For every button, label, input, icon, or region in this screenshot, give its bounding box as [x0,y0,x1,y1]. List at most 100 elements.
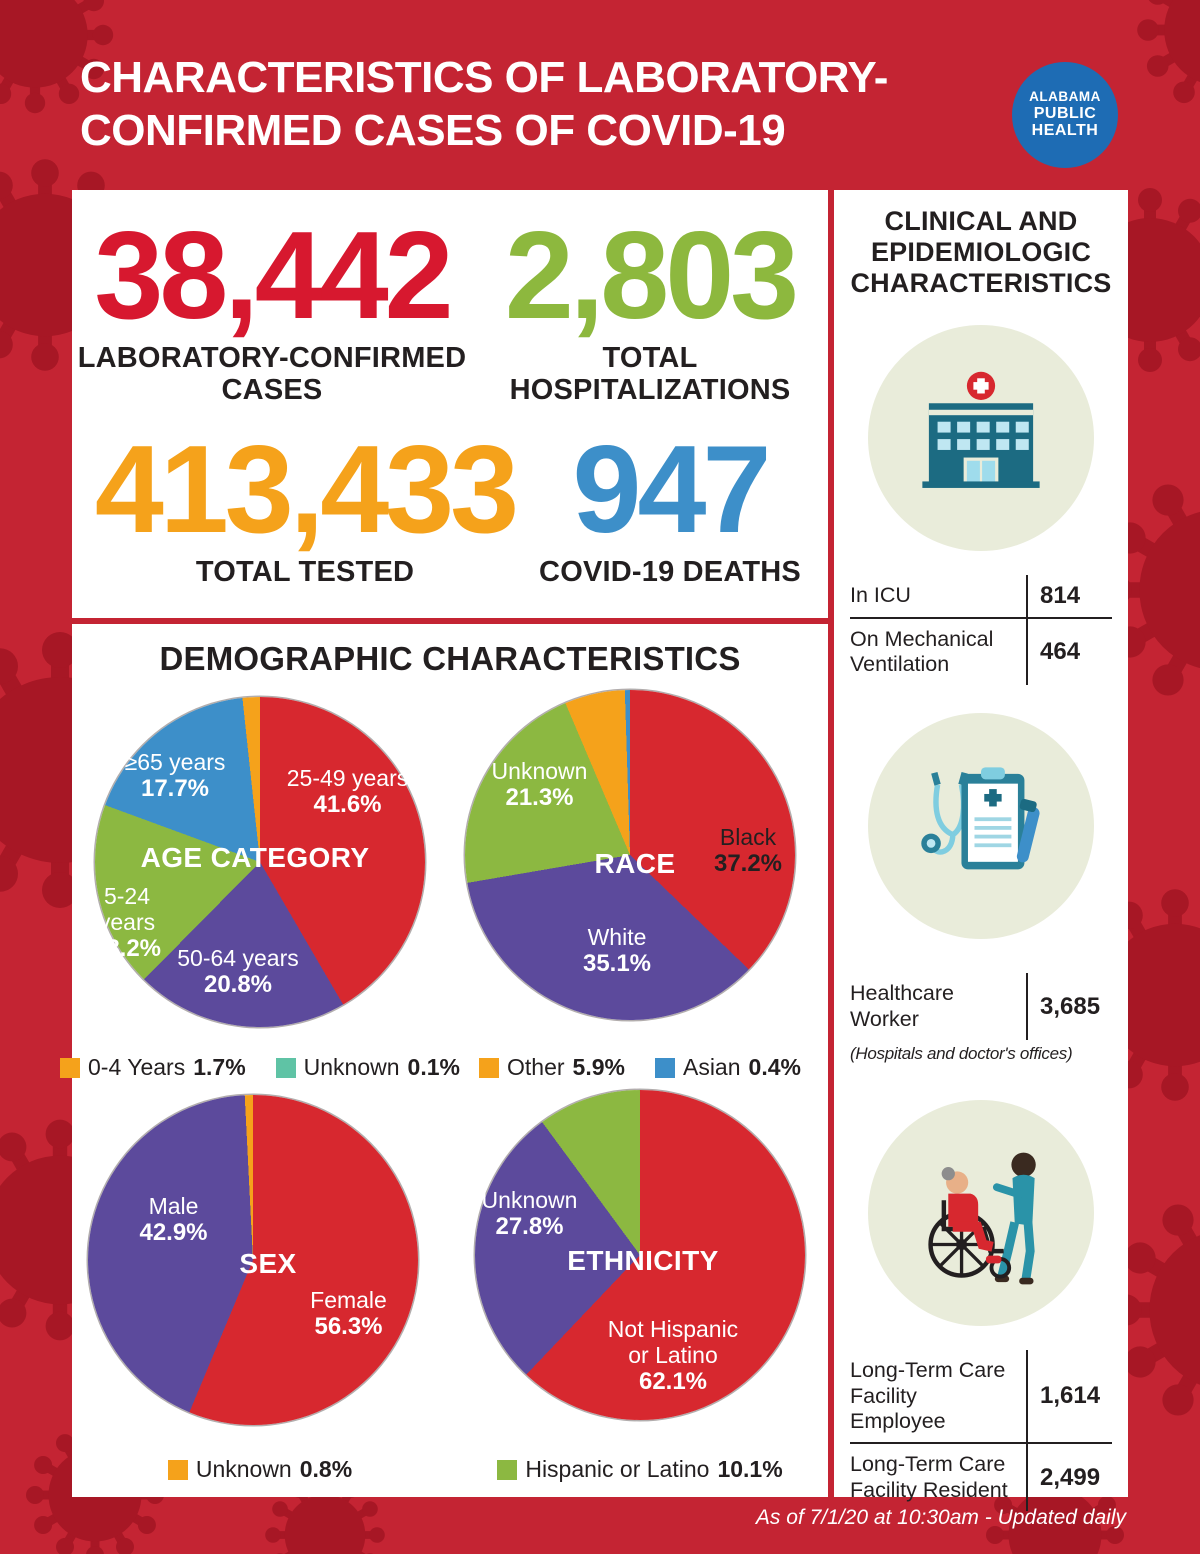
pie-slice-label-50-64: 50-64 years 20.8% [158,945,318,999]
pie-slice-label-unknown: Unknown 27.8% [472,1187,587,1241]
page-title-line1: CHARACTERISTICS OF LABORATORY- [80,53,888,102]
clinical-sidebar: CLINICAL AND EPIDEMIOLOGIC CHARACTERISTI… [834,190,1128,1512]
slice-name: Not Hispanic or Latino [607,1316,739,1368]
slice-percent: 20.8% [203,970,273,998]
stat-label: TOTAL TESTED [195,556,415,588]
age-legend: 0-4 Years 1.7% Unknown 0.1% [60,1054,460,1081]
legend-item-hispanic: Hispanic or Latino 10.1% [497,1456,783,1483]
race-pie-chart: Unknown 21.3% RACE Black 37.2% White 35.… [460,685,800,1025]
legend-label: Other [507,1054,565,1080]
slice-percent: 41.6% [313,790,382,818]
legend-swatch [275,1057,296,1078]
pie-slice-label-not-hispanic: Not Hispanic or Latino 62.1% [598,1316,748,1395]
pie-slice-label-25-49: 25-49 years 41.6% [280,765,415,819]
stat-value: 38,442 [94,207,453,345]
stat-value: 413,433 [94,421,519,559]
slice-name: 25-49 years [286,765,409,791]
ethnicity-legend: Hispanic or Latino 10.1% [452,1456,828,1483]
logo-text: ALABAMA [1029,89,1101,105]
stat-covid19-deaths: 947 COVID-19 DEATHS [515,428,825,588]
stat-row-value: 814 [1026,575,1112,617]
legend-swatch [479,1057,500,1078]
slice-name: Female [310,1287,387,1313]
slice-name: Unknown [491,758,588,784]
legend-percent: 10.1% [717,1456,783,1482]
virus-decoration [1130,0,1200,120]
legend-item-other: Other 5.9% [479,1054,625,1081]
demographics-title: DEMOGRAPHIC CHARACTERISTICS [159,640,741,677]
legend-swatch [167,1459,188,1480]
stat-total-hospitalizations: 2,803 TOTAL HOSPITALIZATIONS [472,214,828,407]
slice-percent: 56.3% [314,1312,383,1340]
hospital-icon-circle [868,325,1094,552]
slice-percent: 37.2% [713,849,783,877]
wheelchair-patient-icon [927,1152,1036,1285]
healthcare-worker-note: (Hospitals and doctor's offices) [850,1043,1073,1063]
pie-slice-label-5-24: 5-24 years 18.2% [90,883,164,962]
stat-row-value: 3,685 [1026,973,1112,1040]
legend-item-unknown: Unknown 0.1% [275,1054,460,1081]
icu-vent-table: In ICU 814 On Mechanical Ventilation 464 [850,575,1112,686]
stat-row-value: 2,499 [1026,1444,1112,1512]
slice-percent: 35.1% [582,949,652,977]
pie-title-ethnicity: ETHNICITY [567,1245,719,1276]
stat-laboratory-confirmed-cases: 38,442 LABORATORY-CONFIRMED CASES [72,214,472,407]
stat-value: 947 [572,421,772,559]
stat-row-label: Long-Term Care Facility Employee [850,1358,1006,1434]
logo-text: HEALTH [1031,122,1099,140]
legend-swatch [60,1057,81,1078]
slice-percent: 17.7% [140,774,210,802]
stat-label: TOTAL HOSPITALIZATIONS [509,342,791,407]
long-term-care-table: Long-Term Care Facility Employee 1,614 L… [850,1350,1112,1512]
stat-row-in-icu: In ICU 814 [850,575,1112,617]
sex-legend: Unknown 0.8% [72,1456,448,1483]
slice-name: Male [148,1193,199,1219]
page-title-line2: CONFIRMED CASES OF COVID-19 [80,105,786,155]
sex-pie [88,1095,418,1425]
sidebar-title: CLINICAL AND EPIDEMIOLOGIC CHARACTERISTI… [850,206,1112,299]
alabama-public-health-logo: ALABAMA PUBLIC HEALTH [1012,62,1118,168]
pie-slice-label-male: Male 42.9% [121,1193,226,1247]
wheelchair-icon-circle [868,1100,1094,1327]
stat-label: COVID-19 DEATHS [539,556,801,588]
race-pie [465,690,795,1020]
slice-percent: 21.3% [505,783,574,811]
age-category-pie-chart: ≥65 years 17.7% 25-49 years 41.6% AGE CA… [90,692,430,1032]
legend-item-0-4-years: 0-4 Years 1.7% [60,1054,246,1081]
clipboard-icon-circle [868,713,1094,940]
medical-clipboard-icon [921,767,1040,870]
stat-row-ltc-employee: Long-Term Care Facility Employee 1,614 [850,1350,1112,1443]
legend-item-unknown: Unknown 0.8% [167,1456,352,1483]
pie-title-age-category: AGE CATEGORY [140,842,370,873]
slice-name: Unknown [481,1187,578,1213]
updated-note: As of 7/1/20 at 10:30am - Updated daily [755,1506,1126,1529]
legend-label: Unknown [303,1054,400,1080]
legend-percent: 5.9% [572,1054,625,1080]
legend-percent: 1.7% [193,1054,246,1080]
legend-item-asian: Asian 0.4% [654,1054,801,1081]
age-category-pie [95,697,425,1027]
slice-name: Black [719,824,777,850]
legend-label: Hispanic or Latino [525,1456,710,1482]
stat-row-mechanical-ventilation: On Mechanical Ventilation 464 [850,616,1112,686]
stat-row-value: 1,614 [1026,1350,1112,1443]
sex-pie-chart: Male 42.9% SEX Female 56.3% [83,1090,423,1430]
stat-row-label: Healthcare Worker [850,981,954,1031]
ethnicity-pie [475,1090,805,1420]
slice-name: 5-24 years [98,883,156,935]
pie-slice-label-white: White 35.1% [562,924,672,978]
slice-name: White [587,924,647,950]
hospital-icon [922,371,1040,489]
pie-slice-label-female: Female 56.3% [291,1287,406,1341]
slice-name: 50-64 years [177,945,299,971]
stat-total-tested: 413,433 TOTAL TESTED [82,428,528,588]
legend-label: 0-4 Years [88,1054,186,1080]
page-title: CHARACTERISTICS OF LABORATORY- CONFIRMED… [80,52,888,158]
pie-slice-label-unknown: Unknown 21.3% [482,758,597,812]
stat-label: LABORATORY-CONFIRMED CASES [77,342,467,407]
slice-percent: 27.8% [495,1212,564,1240]
logo-text: PUBLIC [1033,105,1097,123]
healthcare-worker-table: Healthcare Worker 3,685 (Hospitals and d… [850,973,1112,1064]
pie-slice-label-65plus: ≥65 years 17.7% [110,749,240,803]
